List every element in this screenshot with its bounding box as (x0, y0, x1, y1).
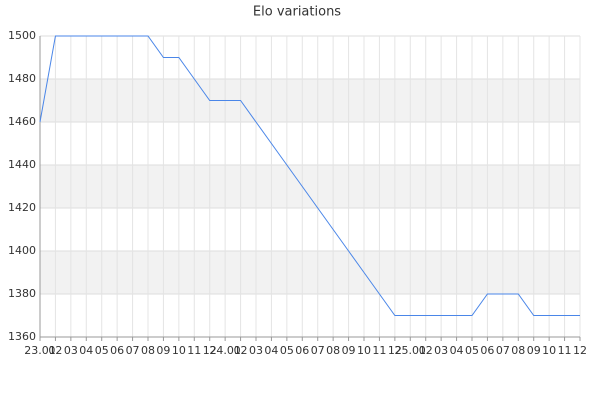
y-tick-label: 1360 (8, 330, 36, 343)
grid-band (40, 79, 580, 122)
x-tick-label: 08 (326, 344, 340, 357)
x-tick-label: 06 (110, 344, 124, 357)
x-tick-label: 04 (450, 344, 464, 357)
y-tick-label: 1420 (8, 201, 36, 214)
y-tick-label: 1400 (8, 244, 36, 257)
x-tick-label: 10 (172, 344, 186, 357)
x-tick-label: 05 (95, 344, 109, 357)
x-tick-label: 04 (79, 344, 93, 357)
x-tick-label: 12 (388, 344, 402, 357)
x-tick-label: 12 (573, 344, 587, 357)
x-tick-label: 08 (141, 344, 155, 357)
x-tick-label: 03 (249, 344, 263, 357)
x-tick-label: 11 (187, 344, 201, 357)
x-tick-label: 04 (264, 344, 278, 357)
chart-title: Elo variations (253, 5, 341, 20)
y-tick-label: 1500 (8, 29, 36, 42)
y-tick-label: 1460 (8, 115, 36, 128)
x-tick-label: 07 (126, 344, 140, 357)
x-tick-label: 10 (542, 344, 556, 357)
x-tick-label: 25.01 (395, 344, 427, 357)
x-tick-label: 05 (280, 344, 294, 357)
x-tick-label: 03 (64, 344, 78, 357)
line (39, 35, 580, 316)
x-tick-label: 07 (311, 344, 325, 357)
x-tick-label: 05 (465, 344, 479, 357)
x-tick-label: 09 (527, 344, 541, 357)
x-tick-label: 11 (558, 344, 572, 357)
grid-band (40, 165, 580, 208)
x-tick-label: 06 (295, 344, 309, 357)
y-tick-label: 1480 (8, 72, 36, 85)
x-tick-label: 03 (434, 344, 448, 357)
x-tick-label: 07 (496, 344, 510, 357)
x-tick-label: 09 (342, 344, 356, 357)
x-tick-label: 09 (156, 344, 170, 357)
x-tick-label: 23.01 (24, 344, 56, 357)
x-tick-label: 24.01 (209, 344, 241, 357)
y-tick-label: 1440 (8, 158, 36, 171)
x-tick-label: 10 (357, 344, 371, 357)
grid-band (40, 251, 580, 294)
y-tick-label: 1380 (8, 287, 36, 300)
x-tick-label: 02 (48, 344, 62, 357)
x-tick-label: 11 (372, 344, 386, 357)
x-tick-label: 02 (234, 344, 248, 357)
x-tick-label: 06 (480, 344, 494, 357)
x-tick-label: 02 (419, 344, 433, 357)
x-tick-label: 12 (203, 344, 217, 357)
x-tick-label: 08 (511, 344, 525, 357)
